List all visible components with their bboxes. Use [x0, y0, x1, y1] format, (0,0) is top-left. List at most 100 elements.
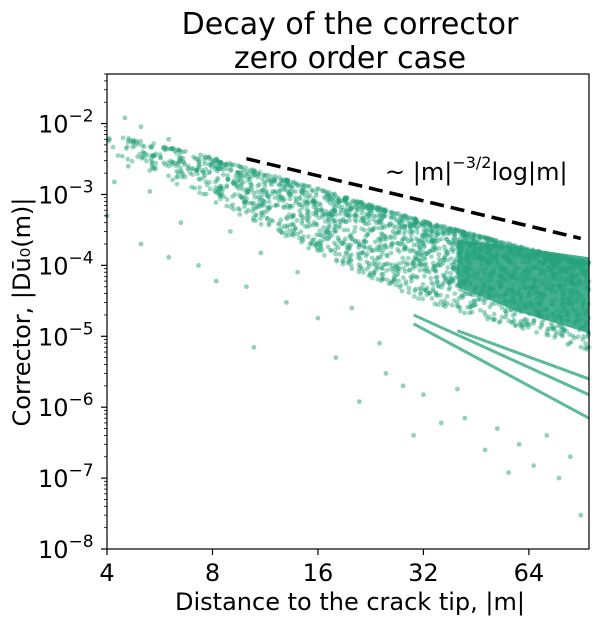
data-point — [213, 200, 219, 205]
data-point — [173, 160, 179, 166]
data-point — [402, 228, 408, 234]
data-point — [379, 231, 384, 237]
data-point — [460, 229, 466, 235]
data-point — [442, 228, 448, 234]
data-point — [284, 183, 290, 189]
data-point — [175, 170, 181, 176]
data-point — [164, 146, 170, 152]
data-point — [347, 208, 353, 214]
data-point — [342, 197, 348, 203]
data-point — [539, 322, 545, 328]
data-point — [363, 253, 369, 259]
data-point — [503, 308, 508, 314]
data-point — [279, 230, 285, 236]
data-point — [299, 236, 305, 242]
data-point — [433, 291, 439, 296]
data-point — [336, 198, 342, 204]
data-point — [307, 193, 313, 198]
data-point — [413, 286, 418, 292]
data-point — [374, 207, 380, 213]
data-point — [415, 229, 420, 235]
data-point — [288, 214, 294, 220]
data-point — [467, 231, 473, 237]
data-point — [472, 298, 477, 304]
data-point — [161, 160, 167, 166]
data-point — [231, 162, 236, 167]
data-point — [379, 207, 385, 213]
annotation-suffix: log|m| — [491, 158, 567, 186]
data-point — [197, 185, 203, 191]
data-point — [418, 223, 424, 228]
data-point — [238, 178, 244, 184]
data-point — [290, 189, 295, 194]
data-point — [196, 159, 202, 165]
data-point — [213, 190, 219, 195]
data-point — [373, 206, 379, 212]
data-point — [453, 227, 459, 233]
data-point — [139, 156, 145, 161]
data-point — [131, 138, 137, 144]
data-point — [438, 299, 444, 304]
data-point — [242, 199, 248, 205]
data-point — [446, 231, 452, 237]
data-point — [361, 244, 367, 250]
data-point — [413, 216, 419, 222]
data-point — [236, 173, 241, 179]
data-point — [241, 179, 247, 185]
data-point — [364, 245, 370, 251]
data-point — [251, 205, 256, 211]
x-tick-label: 8 — [205, 559, 220, 587]
data-point — [500, 240, 506, 246]
data-point — [356, 245, 362, 251]
data-point — [314, 186, 320, 192]
data-point — [450, 265, 456, 271]
data-point — [279, 180, 285, 186]
data-point — [237, 173, 243, 179]
data-point — [258, 216, 263, 221]
data-point — [444, 269, 449, 275]
data-point — [169, 159, 175, 165]
data-point — [245, 171, 251, 177]
data-point — [323, 229, 329, 235]
outlier-point — [196, 263, 201, 268]
data-point — [469, 309, 475, 315]
data-point — [388, 221, 394, 226]
data-point — [171, 146, 177, 152]
data-point — [276, 197, 282, 203]
data-point — [456, 228, 462, 234]
data-point — [161, 144, 167, 150]
data-point — [568, 339, 574, 345]
data-point — [434, 279, 440, 285]
data-point — [311, 198, 317, 204]
data-point — [314, 232, 320, 238]
data-point — [288, 192, 294, 197]
data-point — [218, 186, 224, 192]
data-point — [362, 238, 368, 244]
data-point — [152, 165, 158, 170]
data-point — [258, 196, 264, 202]
data-point — [326, 189, 332, 195]
data-point — [277, 188, 283, 194]
data-point — [447, 279, 453, 285]
data-point — [225, 176, 231, 182]
data-point — [406, 267, 412, 273]
data-point — [383, 208, 389, 214]
data-point — [152, 153, 158, 159]
data-point — [359, 215, 365, 221]
data-point — [150, 154, 156, 159]
data-point — [230, 194, 236, 199]
data-point — [427, 223, 433, 229]
data-point — [313, 212, 319, 218]
data-point — [339, 241, 344, 247]
outlier-point — [506, 470, 511, 475]
data-point — [167, 146, 173, 152]
data-point — [327, 234, 333, 240]
data-point — [380, 222, 386, 228]
data-point — [419, 286, 425, 291]
data-point — [548, 321, 554, 326]
data-point — [290, 179, 296, 185]
data-point — [299, 218, 305, 224]
data-point — [218, 183, 224, 189]
data-point — [346, 256, 352, 261]
data-point — [150, 152, 156, 158]
